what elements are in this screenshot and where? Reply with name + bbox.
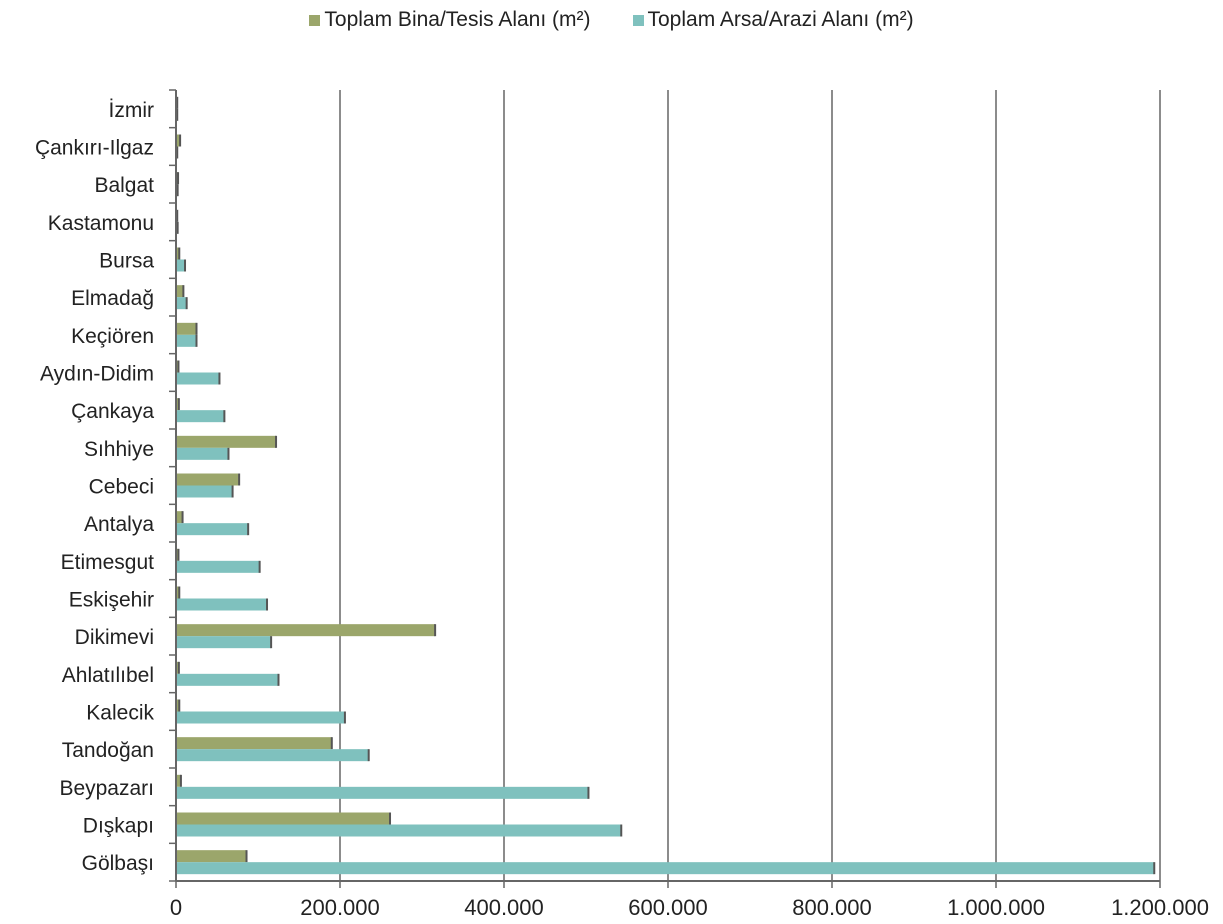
- bar-arsa-12: [176, 560, 260, 573]
- bar-bina-15: [176, 661, 179, 674]
- legend-swatch-arsa: [632, 14, 644, 26]
- category-label: Antalya: [84, 513, 154, 536]
- bar-arsa-11: [176, 523, 249, 536]
- category-label: Eskişehir: [69, 589, 154, 612]
- category-label: Etimesgut: [61, 551, 155, 574]
- bar-arsa-14: [176, 636, 272, 649]
- category-label: Cebeci: [89, 476, 154, 499]
- bar-bina-5: [176, 285, 184, 298]
- category-label: Keçiören: [71, 325, 154, 348]
- legend-label-bina: Toplam Bina/Tesis Alanı (m²): [324, 8, 591, 31]
- bar-bina-14: [176, 624, 436, 637]
- x-tick-label: 200.000: [300, 895, 380, 920]
- category-label: Elmadağ: [71, 287, 154, 310]
- x-tick-label: 800.000: [792, 895, 872, 920]
- x-tick-label: 400.000: [464, 895, 544, 920]
- bar-bina-17: [176, 737, 332, 750]
- bar-arsa-6: [176, 334, 197, 347]
- category-label: Kastamonu: [48, 212, 154, 235]
- category-label: Gölbaşı: [82, 852, 154, 875]
- category-label: Çankaya: [71, 400, 154, 423]
- bar-arsa-7: [176, 372, 220, 385]
- category-label: Sıhhiye: [84, 438, 154, 461]
- category-label: Balgat: [94, 174, 154, 197]
- bar-bina-9: [176, 435, 277, 448]
- bar-bina-13: [176, 586, 180, 599]
- category-label: Bursa: [99, 250, 154, 273]
- bar-arsa-20: [176, 862, 1155, 875]
- bar-bina-6: [176, 322, 197, 335]
- bar-bina-19: [176, 812, 391, 825]
- legend-swatch-bina: [309, 14, 321, 26]
- bar-bina-11: [176, 511, 183, 524]
- bar-bina-18: [176, 774, 181, 787]
- category-label: Dikimevi: [75, 626, 154, 649]
- bar-bina-4: [176, 247, 180, 260]
- bar-arsa-16: [176, 711, 345, 724]
- category-label: İzmir: [109, 99, 155, 122]
- bar-bina-16: [176, 699, 180, 712]
- category-label: Çankırı-Ilgaz: [35, 137, 154, 160]
- legend-item-arsa: Toplam Arsa/Arazi Alanı (m²): [632, 8, 914, 32]
- bar-bina-12: [176, 548, 179, 561]
- x-tick-label: 1.200.000: [1111, 895, 1209, 920]
- bar-bina-8: [176, 398, 179, 411]
- legend-item-bina: Toplam Bina/Tesis Alanı (m²): [309, 8, 591, 32]
- bar-arsa-13: [176, 598, 268, 611]
- category-label: Beypazarı: [59, 777, 154, 800]
- category-label: Aydın-Didim: [40, 363, 154, 386]
- bar-arsa-8: [176, 410, 225, 423]
- bar-arsa-18: [176, 786, 589, 799]
- bar-bina-2: [176, 172, 179, 185]
- x-tick-label: 1.000.000: [947, 895, 1045, 920]
- category-label: Dışkapı: [83, 815, 154, 838]
- category-label: Tandoğan: [62, 739, 154, 762]
- bar-arsa-17: [176, 749, 369, 762]
- legend: Toplam Bina/Tesis Alanı (m²) Toplam Arsa…: [0, 6, 1223, 34]
- bar-arsa-19: [176, 824, 622, 837]
- bar-bina-1: [176, 134, 181, 147]
- bar-arsa-10: [176, 485, 233, 498]
- category-label: Kalecik: [86, 702, 154, 725]
- bar-arsa-15: [176, 673, 279, 686]
- bar-arsa-5: [176, 297, 187, 310]
- legend-label-arsa: Toplam Arsa/Arazi Alanı (m²): [647, 8, 914, 31]
- bar-bina-20: [176, 850, 247, 863]
- category-label: Ahlatılıbel: [62, 664, 154, 687]
- x-tick-label: 600.000: [628, 895, 708, 920]
- x-tick-label: 0: [170, 895, 182, 920]
- bar-arsa-9: [176, 447, 229, 460]
- bar-bina-10: [176, 473, 240, 486]
- bar-bina-7: [176, 360, 179, 373]
- bar-arsa-4: [176, 259, 186, 272]
